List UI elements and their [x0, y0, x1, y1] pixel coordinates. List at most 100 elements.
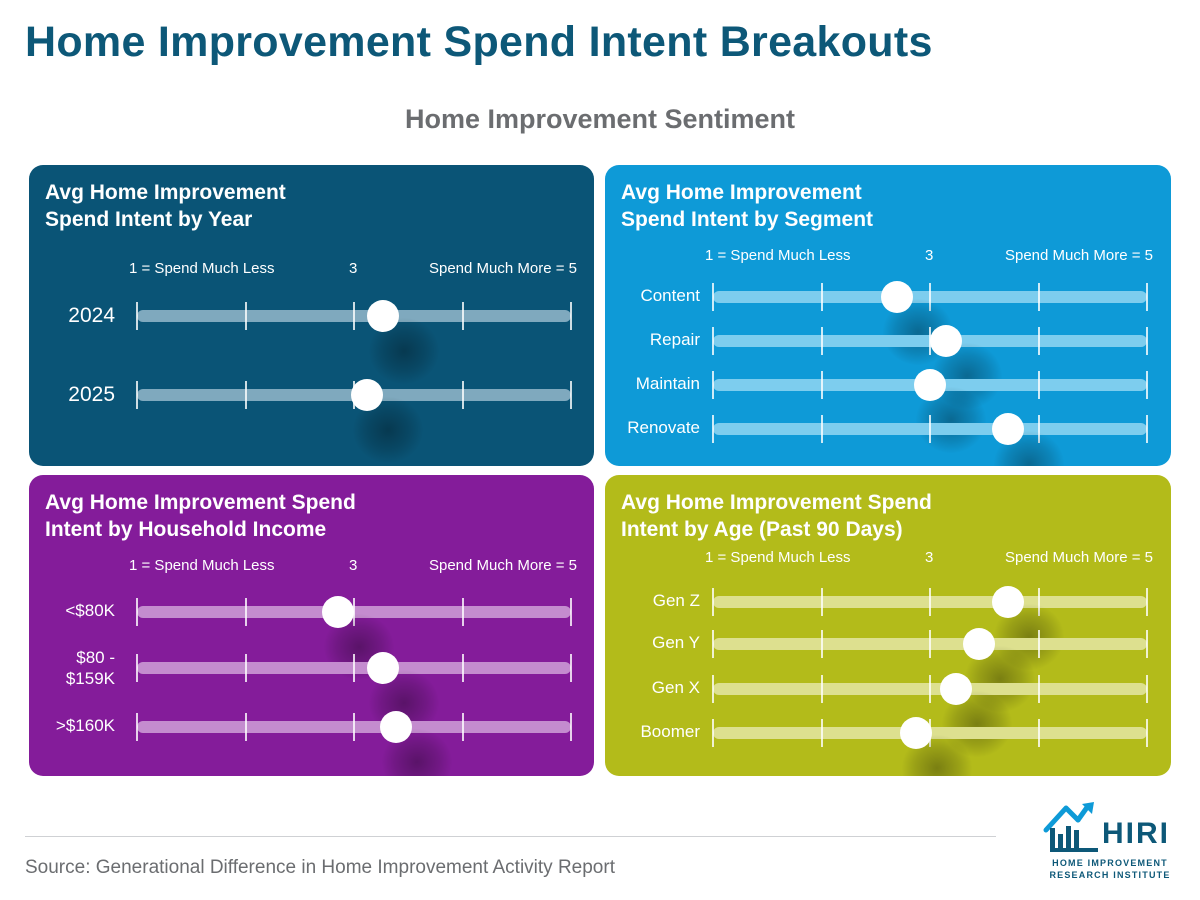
scale-tick: [712, 630, 714, 658]
scale-label-mid: 3: [925, 247, 934, 264]
scale-tick: [712, 675, 714, 703]
scale-tick: [244, 598, 247, 626]
scale-tick: [820, 588, 823, 616]
value-marker-160k: [380, 711, 413, 743]
scale-tick: [353, 598, 355, 626]
scale-tick: [461, 381, 464, 409]
scale-tick: [1146, 415, 1148, 443]
scale-label-low: 1 = Spend Much Less: [705, 247, 851, 264]
scale-label-high: Spend Much More = 5: [1004, 549, 1153, 566]
scale-tick: [244, 713, 247, 741]
chart-panel-segment: Avg Home Improvement Spend Intent by Segm…: [605, 165, 1171, 466]
chart-panel-age: Avg Home Improvement Spend Intent by Age …: [605, 475, 1171, 776]
scale-tick: [461, 598, 464, 626]
chart-title-segment: Avg Home Improvement Spend Intent by Segm…: [621, 181, 874, 231]
scale-tick: [929, 630, 931, 658]
value-marker-maintain: [914, 369, 946, 401]
category-label: >$160K: [55, 716, 115, 735]
house-chart-icon: [1043, 802, 1098, 852]
scale-tick: [136, 302, 138, 330]
value-marker-content: [881, 281, 914, 313]
scale-tick: [1037, 283, 1040, 311]
scale-label-high: Spend Much More = 5: [1004, 247, 1153, 264]
category-label: 2024: [68, 304, 115, 327]
scale-label-mid: 3: [925, 549, 934, 566]
category-label: Content: [640, 286, 700, 305]
scale-tick: [712, 327, 714, 355]
scale-tick: [244, 381, 247, 409]
value-marker-2024: [367, 300, 400, 332]
scale-tick: [929, 588, 931, 616]
scale-tick: [1037, 327, 1040, 355]
category-label: Repair: [649, 330, 700, 349]
scale-tick: [929, 327, 931, 355]
scale-tick: [929, 415, 931, 443]
value-marker-80k: [321, 596, 354, 628]
scale-tick: [929, 675, 931, 703]
scale-tick: [461, 654, 464, 682]
scale-tick: [1037, 415, 1040, 443]
value-marker-gen-x: [940, 673, 973, 705]
scale-tick: [820, 719, 823, 747]
scale-tick: [244, 654, 247, 682]
value-marker-renovate: [992, 413, 1025, 445]
scale-tick: [1037, 371, 1040, 399]
scale-tick: [570, 654, 572, 682]
scale-tick: [712, 415, 714, 443]
chart-title-income: Avg Home Improvement Spend Intent by Hous…: [45, 491, 356, 541]
hiri-logo: HIRI HOME IMPROVEMENT RESEARCH INSTITUTE: [1040, 796, 1180, 884]
category-label: $80 - $159K: [65, 648, 115, 688]
category-label: Renovate: [627, 418, 700, 437]
chart-title-year: Avg Home Improvement Spend Intent by Year: [45, 181, 286, 231]
value-marker-80-159k: [367, 652, 400, 684]
chart-title-age: Avg Home Improvement Spend Intent by Age …: [621, 491, 932, 541]
scale-tick: [1037, 719, 1040, 747]
scale-tick: [244, 302, 247, 330]
chart-panel-year: Avg Home Improvement Spend Intent by Year…: [29, 165, 594, 466]
scale-tick: [461, 713, 464, 741]
value-marker-2025: [351, 379, 384, 411]
logo-line-1: HOME IMPROVEMENT: [1052, 858, 1168, 868]
scale-tick: [820, 675, 823, 703]
logo-wordmark: HIRI: [1102, 817, 1170, 850]
value-marker-gen-z: [992, 586, 1025, 618]
scale-tick: [570, 381, 572, 409]
value-marker-repair: [930, 325, 963, 357]
category-label: 2025: [68, 383, 115, 406]
scale-tick: [712, 719, 714, 747]
scale-tick: [1037, 675, 1040, 703]
category-label: Gen Z: [652, 591, 700, 610]
scale-tick: [820, 415, 823, 443]
scale-tick: [1146, 675, 1148, 703]
scale-tick: [1037, 588, 1040, 616]
category-label: Gen X: [651, 678, 700, 697]
scale-tick: [570, 598, 572, 626]
scale-tick: [1146, 371, 1148, 399]
logo-line-2: RESEARCH INSTITUTE: [1049, 870, 1171, 880]
scale-tick: [461, 302, 464, 330]
scale-tick: [712, 283, 714, 311]
scale-tick: [820, 327, 823, 355]
scale-tick: [136, 654, 138, 682]
scale-tick: [1146, 327, 1148, 355]
scale-tick: [353, 713, 355, 741]
scale-tick: [570, 713, 572, 741]
scale-tick: [1146, 283, 1148, 311]
scale-tick: [1037, 630, 1040, 658]
scale-label-low: 1 = Spend Much Less: [129, 260, 275, 277]
footer-divider: [25, 836, 996, 837]
scale-label-high: Spend Much More = 5: [428, 557, 577, 574]
category-label: Boomer: [640, 722, 700, 741]
category-label: <$80K: [65, 601, 115, 620]
scale-label-high: Spend Much More = 5: [428, 260, 577, 277]
chart-panel-income: Avg Home Improvement Spend Intent by Hous…: [29, 475, 594, 776]
scale-label-low: 1 = Spend Much Less: [129, 557, 275, 574]
scale-label-mid: 3: [349, 260, 358, 277]
scale-tick: [820, 371, 823, 399]
scale-tick: [570, 302, 572, 330]
scale-tick: [1146, 719, 1148, 747]
scale-tick: [136, 713, 138, 741]
scale-tick: [712, 371, 714, 399]
value-marker-gen-y: [962, 628, 995, 660]
category-label: Maintain: [635, 374, 700, 393]
